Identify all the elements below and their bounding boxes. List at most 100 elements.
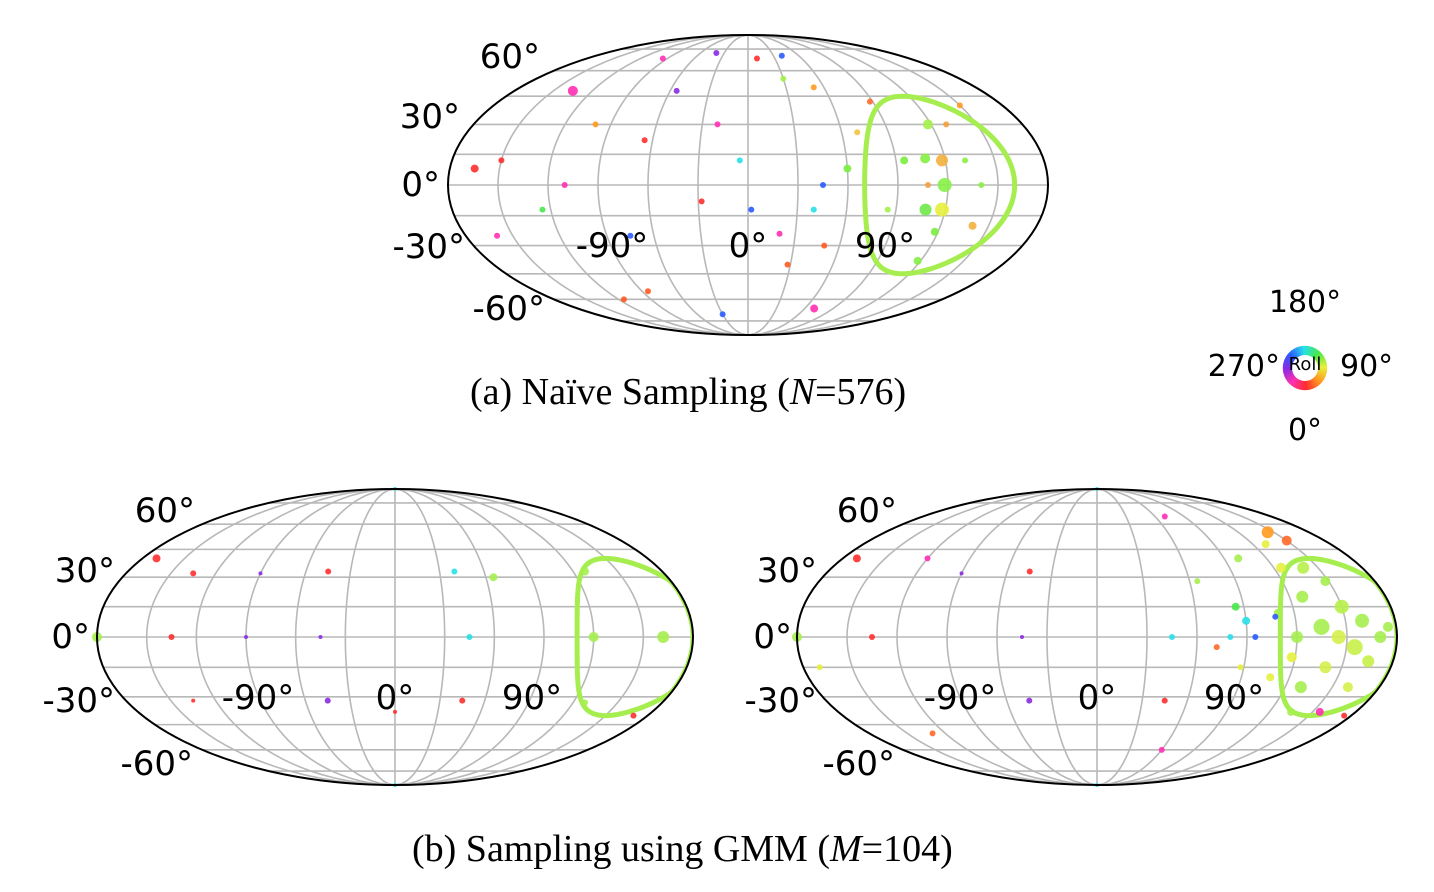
data-point [1231,602,1240,611]
data-point [780,75,787,82]
data-point [1315,707,1324,716]
meridian-line [1096,489,1248,785]
data-point [866,98,873,105]
data-point [776,230,783,237]
data-point [748,206,755,213]
data-point [714,121,721,128]
lat-tick-label: 30° [757,551,817,591]
meridian-line [294,489,396,785]
data-point [567,85,578,96]
meridian-line [1096,489,1148,785]
scatter-points [792,487,1393,787]
data-point [956,102,963,109]
data-point [1272,613,1279,620]
lon-tick-label: 90° [855,226,915,266]
data-point [900,156,909,165]
data-point [318,635,323,639]
meridian-line [1096,489,1348,785]
data-point [925,182,931,188]
data-point [820,182,826,188]
data-point [1287,707,1296,716]
data-point [959,571,964,576]
data-point [1341,712,1348,719]
data-point [657,631,670,643]
meridian-line [647,35,749,335]
lon-tick-label: -90° [924,678,997,718]
data-point [713,49,720,56]
data-point [852,554,861,563]
data-point [810,206,817,213]
data-point [1026,568,1033,575]
data-point [719,311,726,318]
data-point [489,573,498,582]
data-point [1374,631,1387,643]
data-point [920,153,931,164]
lon-tick-label: 90° [502,678,562,718]
roll-legend: Roll 180° 90° 0° 270° [1208,285,1393,448]
data-point [1281,535,1292,546]
meridian-line [394,489,496,785]
data-point [1334,599,1349,614]
lon-tick-label: -90° [576,226,649,266]
caption-a-suffix: =576) [815,371,907,413]
data-point [620,296,627,303]
data-point [922,119,933,130]
data-point [1294,681,1307,694]
data-point [1355,613,1370,628]
data-point [393,709,397,714]
data-point [962,157,969,164]
lat-tick-label: -60° [822,744,895,784]
data-point [1158,746,1165,753]
data-point [1161,513,1168,520]
meridian-line [394,489,545,785]
data-point [1261,526,1274,539]
data-point [930,227,939,236]
gmm-right-plot: 60° 30° 0° -30°-60° -90° 0° 90° [744,487,1398,787]
scatter-points [470,49,985,318]
data-point [736,157,743,164]
roll-label-top: 180° [1269,285,1341,320]
data-point [810,304,819,313]
data-point [854,129,861,136]
data-point [1313,618,1330,635]
caption-b-suffix: =104) [861,828,953,870]
meridian-line [195,489,396,785]
roll-color-wheel [1282,345,1328,391]
data-point [630,712,637,719]
lat-tick-label: -60° [120,744,193,784]
data-point [753,55,760,62]
data-point [673,87,680,94]
meridian-line [946,489,1098,785]
lat-tick-label: -60° [472,289,545,329]
meridian-line [747,35,899,335]
data-point [968,221,977,230]
data-point [191,698,196,703]
lat-tick-label: -30° [42,681,115,721]
data-point [929,730,936,737]
lat-tick-label: 60° [480,37,540,77]
meridian-line [597,35,749,335]
lat-tick-label: 0° [401,165,440,205]
meridian-line [747,35,849,335]
data-point [258,571,263,576]
data-point [935,202,950,217]
data-point [1213,644,1220,651]
data-point [784,261,791,268]
data-point [943,121,950,128]
data-point [1227,634,1234,640]
meridian-line [747,35,799,335]
data-point [1266,673,1275,682]
data-point [1020,635,1024,639]
data-point [641,137,648,144]
data-point [1261,540,1270,549]
data-point [698,198,705,205]
lon-tick-label: 0° [729,226,768,266]
meridian-line [394,489,446,785]
lat-tick-label: -30° [744,681,817,721]
data-point [1346,639,1363,656]
lat-tick-label: 0° [51,617,90,657]
data-point [244,635,248,639]
data-point [816,664,823,671]
data-point [1276,562,1287,573]
